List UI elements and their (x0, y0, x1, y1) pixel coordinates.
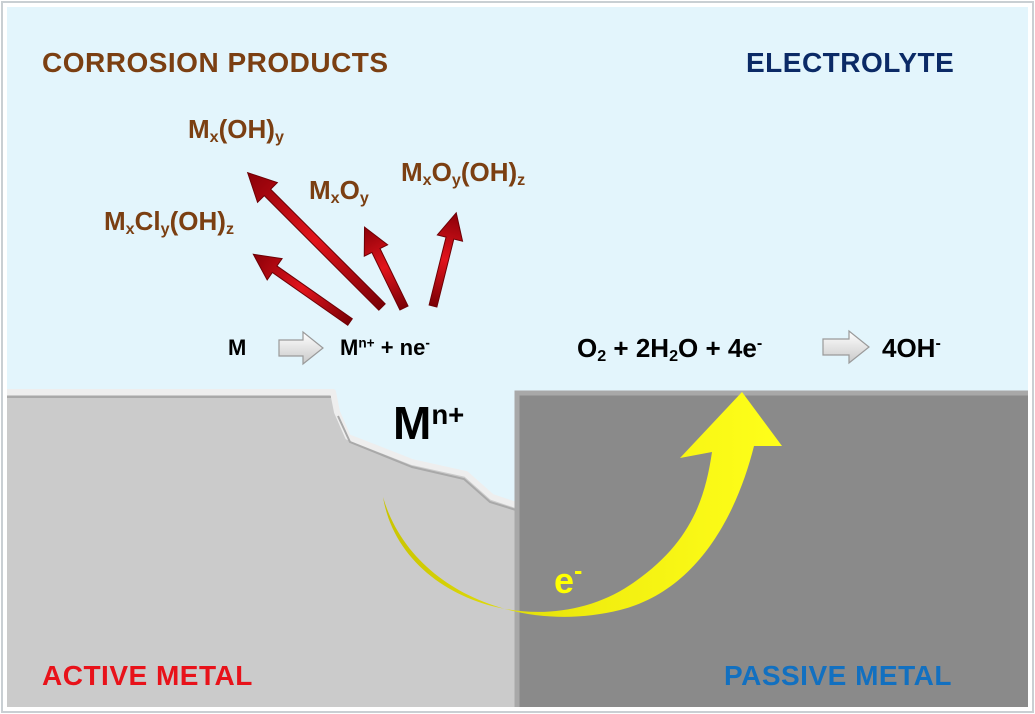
arrow-to-mxoy (363, 226, 409, 311)
arrow-to-mxcly-ohz (252, 253, 353, 326)
product-mx-oh-y: Mx(OH)y (188, 114, 284, 147)
product-mx-cly-oh-z: MxCly(OH)z (104, 206, 234, 239)
active-metal-region (7, 392, 516, 707)
electron-flow-arrow (383, 392, 782, 617)
arrow-to-mxoy-ohz (428, 211, 464, 308)
anodic-reactant: M (228, 335, 247, 360)
passive-metal-label: PASSIVE METAL (724, 660, 952, 691)
cathodic-product: 4OH- (882, 333, 941, 363)
anodic-product: Mn+ + ne- (340, 335, 430, 360)
active-metal-shadow (7, 396, 517, 511)
active-metal-edge (7, 389, 517, 508)
cathodic-reactants: O2 + 2H2O + 4e- (577, 333, 763, 366)
anodic-reaction-arrow (278, 330, 324, 366)
product-arrows (246, 171, 464, 326)
arrow-to-mx-oh-y (246, 171, 386, 311)
passive-metal-edge (514, 390, 1028, 707)
product-mx-oy-oh-z: MxOy(OH)z (401, 157, 526, 190)
active-metal-label: ACTIVE METAL (42, 660, 253, 691)
metal-ion-label: Mn+ (393, 397, 465, 449)
cathodic-reaction-arrow (822, 329, 870, 365)
electron-label: e- (554, 557, 583, 601)
electrolyte-label: ELECTROLYTE (746, 47, 955, 78)
corrosion-products-label: CORROSION PRODUCTS (42, 47, 389, 78)
product-mx-oy: MxOy (309, 175, 369, 208)
